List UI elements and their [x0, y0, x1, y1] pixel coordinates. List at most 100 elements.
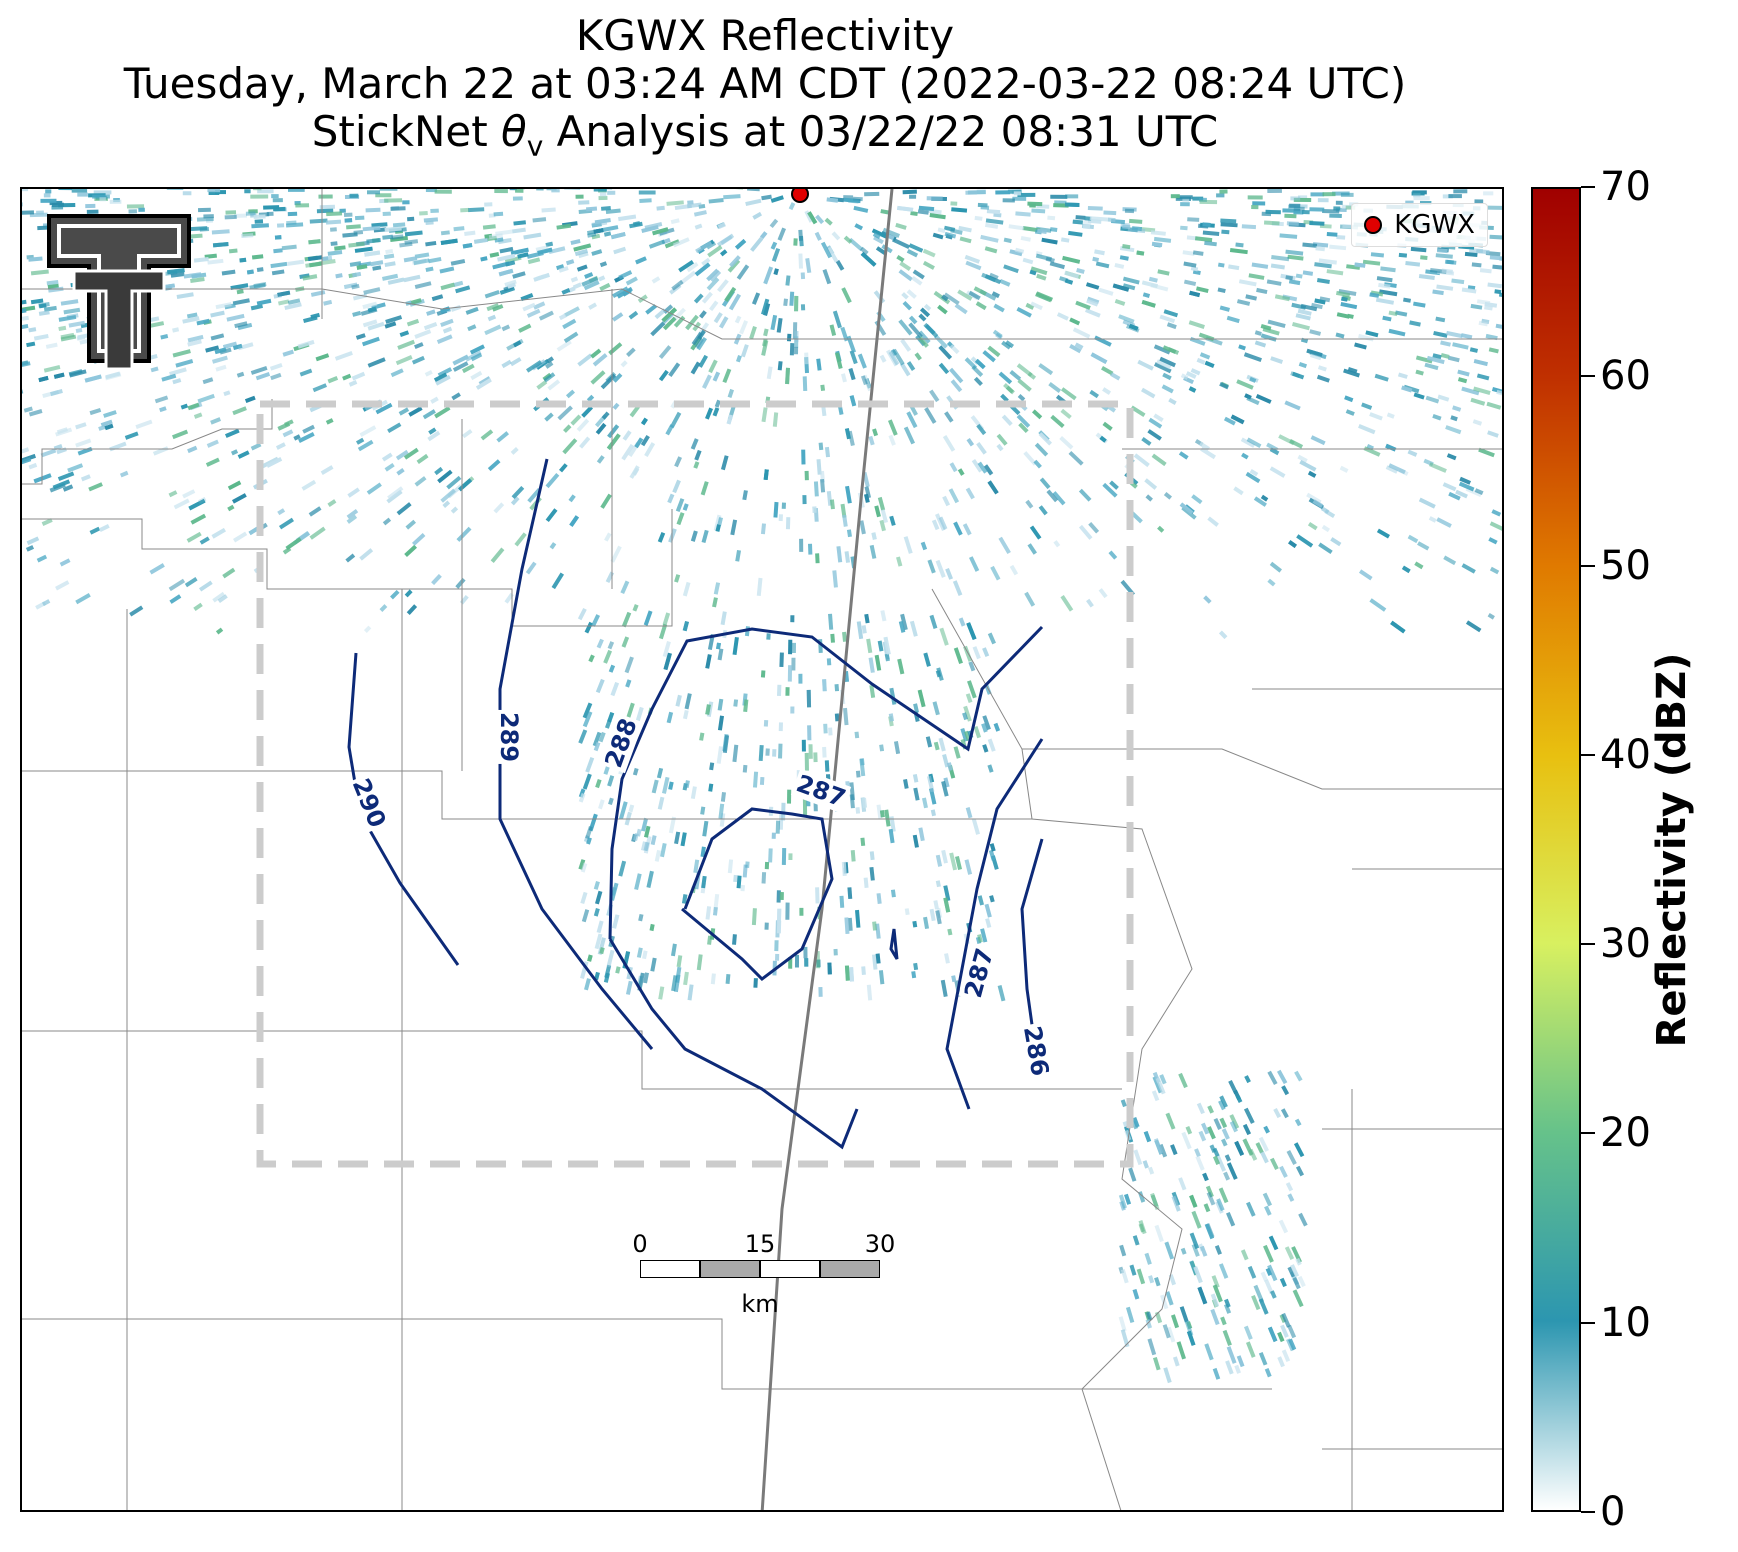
echo-speckle	[170, 272, 185, 278]
echo-speckle	[955, 856, 963, 870]
echo-speckle	[1244, 1075, 1251, 1084]
echo-speckle	[896, 556, 903, 567]
echo-speckle	[1122, 283, 1136, 291]
echo-speckle	[957, 289, 973, 301]
echo-speckle	[1159, 356, 1176, 368]
echo-speckle	[1285, 249, 1304, 256]
echo-speckle	[1069, 317, 1081, 326]
echo-speckle	[319, 259, 336, 266]
echo-speckle	[511, 485, 525, 499]
echo-speckle	[625, 679, 632, 688]
echo-speckle	[650, 957, 657, 972]
echo-speckle	[135, 419, 153, 429]
echo-speckle	[598, 195, 608, 201]
echo-speckle	[1286, 221, 1299, 226]
echo-speckle	[349, 261, 362, 267]
echo-speckle	[558, 266, 569, 273]
echo-speckle	[1310, 192, 1325, 197]
echo-speckle	[1094, 249, 1105, 256]
echo-speckle	[849, 967, 855, 982]
echo-speckle	[949, 367, 964, 384]
echo-speckle	[939, 627, 949, 646]
echo-speckle	[52, 479, 71, 490]
echo-speckle	[386, 489, 403, 504]
echo-speckle	[1219, 1095, 1228, 1108]
echo-speckle	[944, 953, 950, 964]
echo-speckle	[726, 414, 734, 425]
echo-speckle	[1133, 1149, 1143, 1166]
echo-speckle	[892, 237, 911, 250]
echo-speckle	[215, 364, 227, 372]
echo-speckle	[920, 541, 928, 551]
echo-speckle	[1072, 219, 1083, 225]
echo-speckle	[244, 395, 256, 404]
echo-speckle	[361, 336, 380, 347]
echo-speckle	[321, 256, 329, 262]
echo-speckle	[515, 189, 524, 193]
echo-speckle	[783, 298, 789, 307]
echo-speckle	[963, 645, 973, 662]
echo-speckle	[397, 339, 416, 350]
echo-speckle	[949, 344, 960, 355]
echo-speckle	[1267, 319, 1286, 329]
echo-speckle	[648, 239, 666, 249]
echo-speckle	[1410, 246, 1427, 253]
echo-speckle	[871, 532, 877, 540]
map-panel[interactable]: KGWX 290 289 288 287 287 286	[20, 187, 1504, 1512]
echo-speckle	[1188, 320, 1205, 329]
echo-speckle	[1141, 437, 1152, 446]
echo-speckle	[1068, 451, 1084, 466]
echo-speckle	[1461, 386, 1480, 396]
echo-speckle	[1378, 282, 1391, 289]
echo-speckle	[705, 654, 712, 669]
echo-speckle	[973, 725, 982, 739]
echo-speckle	[863, 877, 869, 889]
echo-speckle	[439, 266, 455, 274]
echo-speckle	[26, 536, 40, 546]
echo-speckle	[1141, 280, 1159, 289]
echo-speckle	[1401, 385, 1413, 393]
echo-speckle	[1180, 1247, 1187, 1255]
echo-speckle	[310, 312, 321, 319]
echo-speckle	[575, 194, 584, 199]
echo-speckle	[584, 621, 593, 634]
echo-speckle	[1132, 1288, 1140, 1300]
echo-speckle	[581, 909, 590, 923]
echo-speckle	[943, 777, 950, 788]
echo-speckle	[658, 345, 672, 359]
echo-speckle	[1397, 372, 1408, 379]
echo-speckle	[22, 447, 30, 457]
echo-speckle	[287, 259, 305, 266]
echo-speckle	[778, 514, 783, 522]
echo-speckle	[839, 895, 845, 908]
echo-speckle	[490, 547, 505, 563]
echo-speckle	[976, 423, 987, 436]
echo-speckle	[1241, 452, 1249, 460]
echo-speckle	[1288, 540, 1297, 548]
echo-speckle	[1103, 210, 1117, 216]
echo-speckle	[912, 920, 918, 928]
echo-speckle	[1263, 1244, 1274, 1263]
echo-speckle	[862, 797, 868, 808]
echo-speckle	[1038, 505, 1048, 516]
echo-speckle	[612, 914, 620, 929]
echo-speckle	[327, 250, 343, 256]
echo-speckle	[406, 318, 420, 327]
echo-speckle	[1204, 1343, 1214, 1361]
echo-speckle	[626, 347, 636, 357]
echo-speckle	[1025, 302, 1035, 310]
echo-speckle	[643, 610, 653, 626]
echo-speckle	[1009, 564, 1019, 576]
echo-speckle	[1199, 199, 1218, 205]
echo-speckle	[354, 246, 373, 253]
echo-speckle	[22, 457, 32, 467]
echo-speckle	[175, 359, 194, 368]
echo-speckle	[403, 274, 421, 283]
echo-speckle	[1038, 363, 1054, 376]
echo-speckle	[808, 744, 813, 759]
echo-speckle	[37, 225, 48, 231]
echo-speckle	[869, 684, 876, 698]
echo-speckle	[1218, 1187, 1229, 1204]
echo-speckle	[715, 524, 721, 532]
echo-speckle	[1269, 561, 1282, 573]
